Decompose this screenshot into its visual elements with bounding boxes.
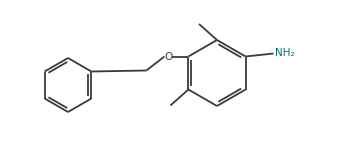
- Text: O: O: [164, 51, 173, 61]
- Text: NH₂: NH₂: [275, 48, 294, 58]
